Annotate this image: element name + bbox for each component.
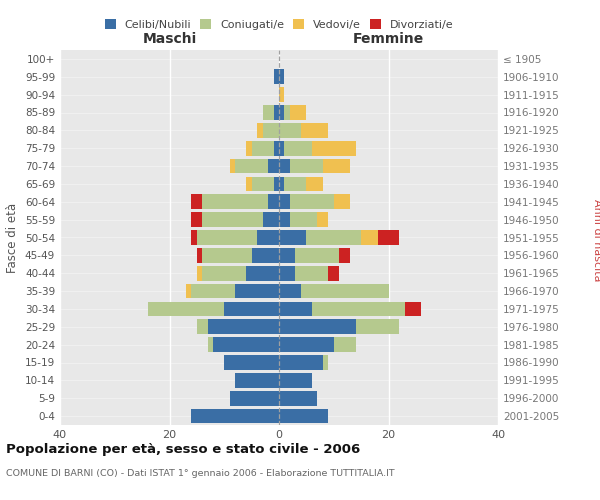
Bar xyxy=(268,158,279,174)
Bar xyxy=(263,105,274,120)
Bar xyxy=(301,284,389,298)
Legend: Celibi/Nubili, Coniugati/e, Vedovi/e, Divorziati/e: Celibi/Nubili, Coniugati/e, Vedovi/e, Di… xyxy=(100,14,458,34)
Bar xyxy=(202,212,263,227)
Bar xyxy=(312,141,356,156)
Bar xyxy=(290,212,317,227)
Bar xyxy=(208,320,279,334)
Bar xyxy=(361,230,377,245)
Bar xyxy=(284,105,290,120)
Bar xyxy=(279,302,312,316)
Bar xyxy=(334,194,350,209)
Bar xyxy=(246,266,279,280)
Bar xyxy=(317,212,328,227)
Bar xyxy=(246,141,251,156)
Bar xyxy=(279,212,290,227)
Bar xyxy=(307,176,323,191)
Bar xyxy=(279,141,284,156)
Bar xyxy=(202,266,246,280)
Bar xyxy=(224,302,279,316)
Bar xyxy=(279,409,328,424)
Bar xyxy=(202,248,251,262)
Bar xyxy=(279,176,284,191)
Bar xyxy=(279,158,290,174)
Bar xyxy=(148,302,224,316)
Bar xyxy=(202,194,268,209)
Bar xyxy=(323,158,350,174)
Bar xyxy=(191,409,279,424)
Bar xyxy=(279,105,284,120)
Bar xyxy=(284,141,312,156)
Bar xyxy=(290,105,307,120)
Bar xyxy=(214,338,279,352)
Bar xyxy=(279,123,301,138)
Bar xyxy=(339,248,350,262)
Bar xyxy=(356,320,400,334)
Text: Femmine: Femmine xyxy=(353,32,424,46)
Bar xyxy=(251,248,279,262)
Text: Maschi: Maschi xyxy=(142,32,197,46)
Bar xyxy=(279,230,307,245)
Bar xyxy=(284,176,307,191)
Bar xyxy=(301,123,328,138)
Bar xyxy=(191,230,197,245)
Bar xyxy=(235,158,268,174)
Y-axis label: Fasce di età: Fasce di età xyxy=(7,202,19,272)
Bar xyxy=(263,212,279,227)
Bar xyxy=(224,355,279,370)
Bar xyxy=(377,230,400,245)
Bar xyxy=(279,391,317,406)
Bar xyxy=(268,194,279,209)
Bar xyxy=(197,230,257,245)
Bar xyxy=(197,320,208,334)
Bar xyxy=(334,338,356,352)
Bar xyxy=(295,248,339,262)
Bar xyxy=(191,212,202,227)
Bar xyxy=(191,284,235,298)
Bar xyxy=(246,176,251,191)
Bar xyxy=(197,248,202,262)
Bar xyxy=(279,88,284,102)
Bar xyxy=(274,70,279,84)
Bar xyxy=(235,373,279,388)
Bar xyxy=(290,158,323,174)
Bar xyxy=(290,194,334,209)
Bar xyxy=(230,158,235,174)
Bar xyxy=(323,355,328,370)
Text: Anni di nascita: Anni di nascita xyxy=(592,198,600,281)
Bar xyxy=(312,302,405,316)
Bar xyxy=(235,284,279,298)
Bar xyxy=(257,230,279,245)
Bar xyxy=(257,123,263,138)
Bar xyxy=(274,105,279,120)
Bar xyxy=(279,373,312,388)
Bar xyxy=(186,284,191,298)
Bar xyxy=(279,70,284,84)
Bar xyxy=(274,141,279,156)
Bar xyxy=(274,176,279,191)
Bar xyxy=(279,320,356,334)
Bar xyxy=(328,266,339,280)
Bar xyxy=(251,176,274,191)
Bar xyxy=(230,391,279,406)
Bar xyxy=(279,248,295,262)
Bar xyxy=(279,338,334,352)
Bar xyxy=(295,266,328,280)
Bar xyxy=(279,266,295,280)
Bar xyxy=(405,302,421,316)
Text: COMUNE DI BARNI (CO) - Dati ISTAT 1° gennaio 2006 - Elaborazione TUTTITALIA.IT: COMUNE DI BARNI (CO) - Dati ISTAT 1° gen… xyxy=(6,469,395,478)
Bar xyxy=(208,338,214,352)
Bar xyxy=(279,355,323,370)
Bar xyxy=(263,123,279,138)
Text: Popolazione per età, sesso e stato civile - 2006: Popolazione per età, sesso e stato civil… xyxy=(6,442,360,456)
Bar xyxy=(197,266,202,280)
Bar xyxy=(279,194,290,209)
Bar xyxy=(251,141,274,156)
Bar xyxy=(279,284,301,298)
Bar xyxy=(191,194,202,209)
Bar xyxy=(307,230,361,245)
